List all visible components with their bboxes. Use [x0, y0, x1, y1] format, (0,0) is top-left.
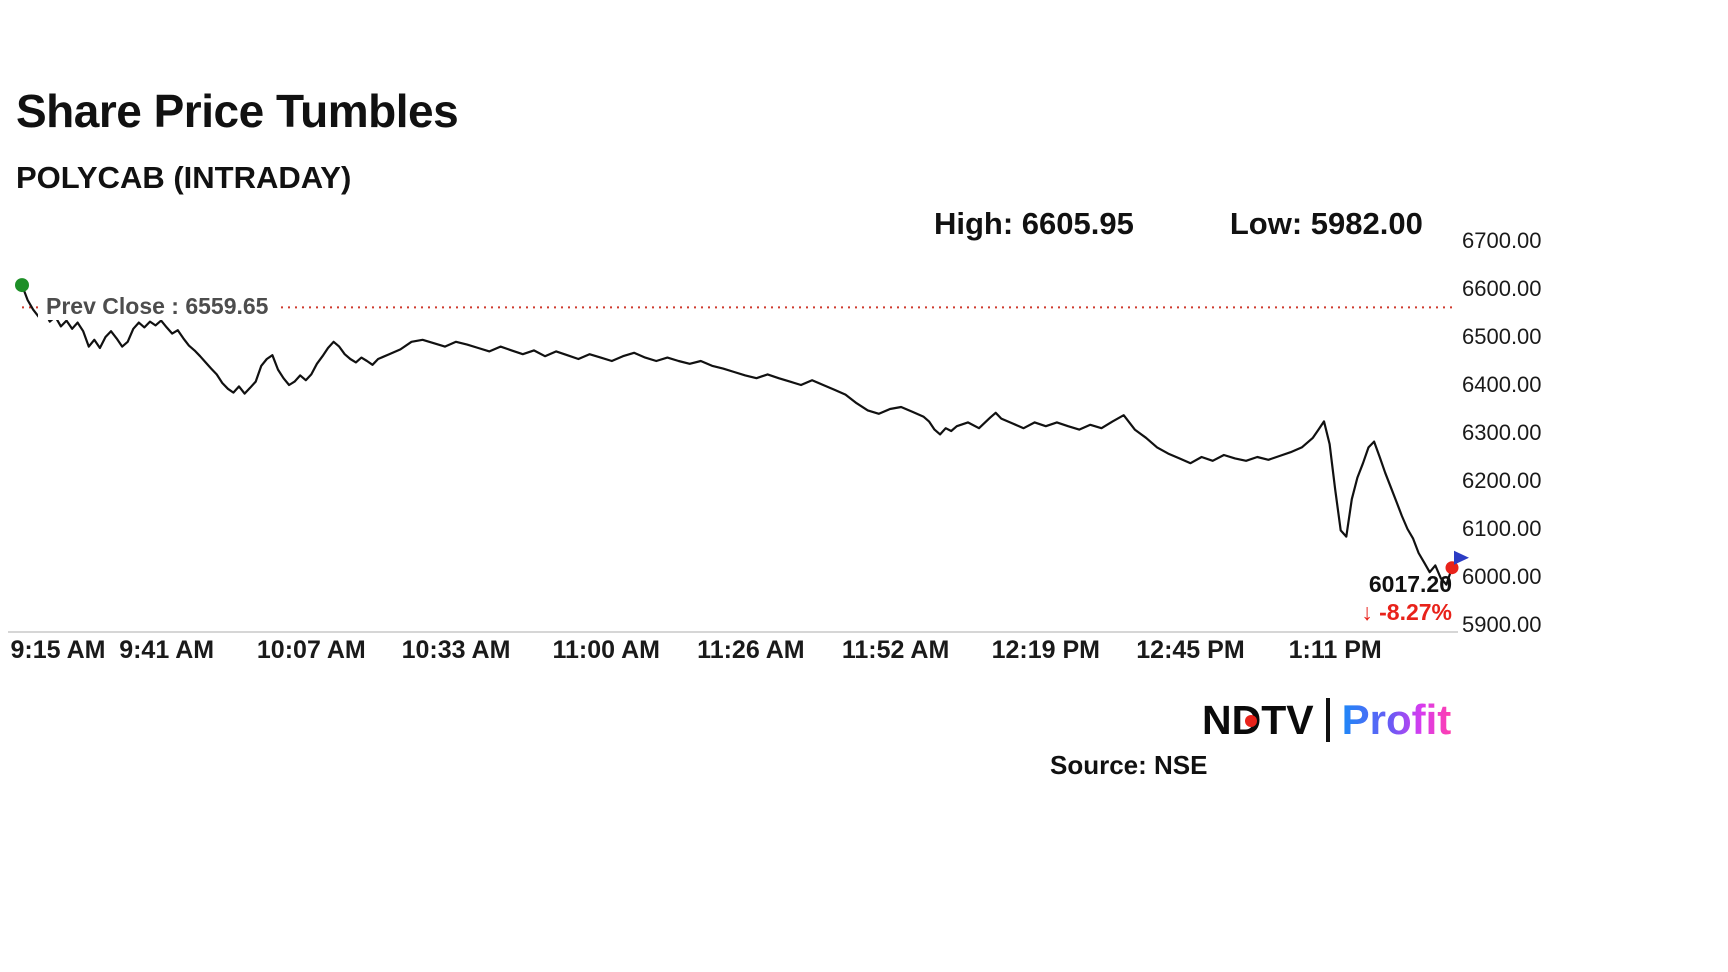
low-value-label: Low: 5982.00 [1229, 206, 1423, 241]
x-axis-tick: 1:11 PM [1288, 636, 1382, 664]
y-axis-tick: 6300.00 [1462, 420, 1542, 445]
source-label: Source: NSE [1050, 750, 1208, 780]
ndtv-logo-text: NDTV [1202, 696, 1314, 743]
last-price-label: 6017.20 [1368, 570, 1452, 597]
y-axis-tick: 6000.00 [1462, 564, 1542, 589]
change-percent-label: ↓ -8.27% [1361, 598, 1452, 625]
ndtv-red-dot-icon [1245, 714, 1257, 727]
y-axis-tick: 6400.00 [1462, 372, 1542, 397]
ndtv-profit-logo: NDTV Profit [1202, 698, 1451, 742]
y-axis-tick: 6100.00 [1462, 516, 1542, 541]
ndtv-logo: NDTV [1202, 696, 1314, 743]
y-axis-tick: 5900.00 [1462, 612, 1542, 637]
x-axis-tick: 11:52 AM [841, 636, 950, 664]
x-axis-tick: 11:26 AM [697, 636, 805, 664]
page-title: Share Price Tumbles [16, 85, 459, 137]
x-axis-tick: 12:45 PM [1136, 636, 1245, 664]
x-axis-tick: 11:00 AM [552, 636, 660, 664]
profit-logo-text: Profit [1341, 696, 1452, 743]
x-axis-tick: 9:15 AM [10, 636, 106, 664]
y-axis-tick: 6500.00 [1462, 324, 1542, 349]
x-axis-tick: 12:19 PM [991, 636, 1101, 664]
x-axis-tick: 10:33 AM [401, 636, 511, 664]
y-axis-tick: 6200.00 [1462, 468, 1542, 493]
high-low-stats: High: 6605.95 Low: 5982.00 [934, 206, 1423, 242]
x-axis-tick: 9:41 AM [119, 636, 215, 664]
x-axis-tick: 10:07 AM [256, 636, 366, 664]
prev-close-label: Prev Close : 6559.65 [38, 293, 277, 321]
chart-subtitle: POLYCAB (INTRADAY) [16, 160, 352, 195]
y-axis-tick: 6700.00 [1462, 228, 1542, 253]
high-value-label: High: 6605.95 [934, 206, 1134, 241]
y-axis-tick: 6600.00 [1462, 276, 1542, 301]
logo-divider [1325, 698, 1330, 742]
